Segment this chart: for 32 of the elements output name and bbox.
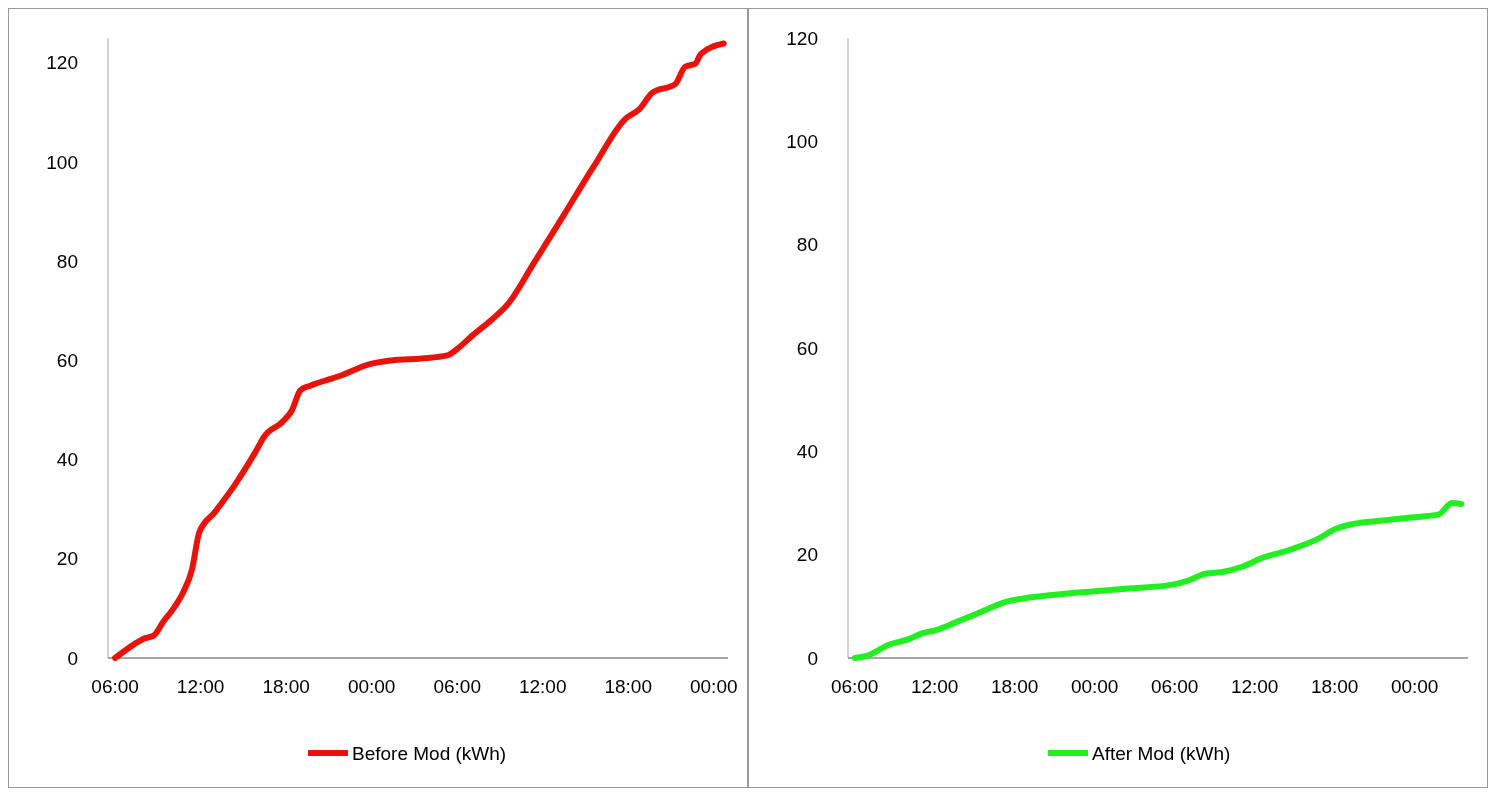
x-tick-label: 12:00 bbox=[518, 676, 567, 697]
x-tick-label: 06:00 bbox=[433, 676, 481, 697]
x-tick-label: 12:00 bbox=[910, 676, 959, 697]
x-tick-label: 06:00 bbox=[830, 676, 879, 697]
x-tick-label: 00:00 bbox=[1070, 676, 1119, 697]
y-tick-label: 20 bbox=[796, 544, 818, 566]
x-tick-label: 12:00 bbox=[1230, 676, 1279, 697]
x-tick-label: 12:00 bbox=[176, 676, 225, 697]
y-tick-label: 20 bbox=[56, 548, 78, 570]
y-tick-label: 40 bbox=[56, 449, 78, 471]
x-tick-label: 00:00 bbox=[689, 676, 738, 697]
x-tick-label: 00:00 bbox=[347, 676, 396, 697]
y-tick-label: 120 bbox=[786, 27, 818, 49]
y-tick-label: 80 bbox=[796, 234, 818, 256]
y-tick-label: 100 bbox=[46, 151, 78, 173]
legend-label: Before Mod (kWh) bbox=[352, 742, 507, 764]
x-tick-label: 18:00 bbox=[262, 676, 310, 697]
x-tick-label: 00:00 bbox=[1390, 676, 1439, 697]
x-tick-label: 18:00 bbox=[1310, 676, 1359, 697]
y-tick-label: 120 bbox=[46, 52, 78, 74]
x-tick-label: 18:00 bbox=[604, 676, 652, 697]
y-tick-label: 0 bbox=[807, 647, 818, 669]
x-tick-label: 06:00 bbox=[1150, 676, 1199, 697]
y-tick-label: 100 bbox=[786, 130, 818, 152]
y-tick-label: 60 bbox=[56, 350, 78, 372]
y-tick-label: 60 bbox=[796, 337, 818, 359]
y-tick-label: 40 bbox=[796, 440, 818, 462]
legend-label: After Mod (kWh) bbox=[1092, 742, 1231, 764]
y-tick-label: 0 bbox=[67, 647, 78, 669]
x-tick-label: 18:00 bbox=[990, 676, 1039, 697]
y-tick-label: 80 bbox=[56, 250, 78, 272]
x-tick-label: 06:00 bbox=[91, 676, 139, 697]
